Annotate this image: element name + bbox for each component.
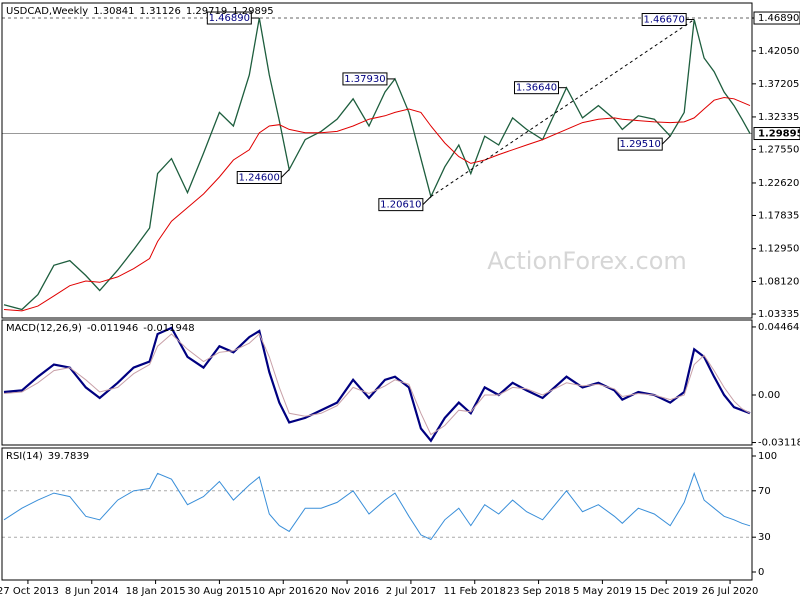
- x-tick-label: 20 Nov 2016: [315, 586, 379, 597]
- annotation-box: [236, 171, 282, 185]
- x-tick-label: 11 Feb 2018: [444, 586, 506, 597]
- high-box: [753, 11, 800, 25]
- panel-header: USDCAD,Weekly 1.30841 1.31126 1.29719 1.2989…: [6, 6, 274, 17]
- y-tick-label: 1.37205: [758, 79, 799, 90]
- panel-header: RSI(14) 39.7839: [6, 451, 89, 462]
- annotation-box: [342, 72, 388, 86]
- series-line: [3, 333, 751, 436]
- panel-title: RSI(14): [6, 451, 43, 462]
- last-price-box: [753, 127, 800, 141]
- x-tick-label: 8 Jun 2014: [65, 586, 119, 597]
- trend-line: [430, 19, 695, 198]
- panel-frame: [1, 319, 753, 446]
- x-tick-label: 5 May 2019: [573, 586, 632, 597]
- annotation-leader: [280, 169, 290, 178]
- panel-title: USDCAD,Weekly: [6, 6, 88, 17]
- annotation-leader: [661, 135, 671, 145]
- series-line: [3, 17, 751, 311]
- x-tick-label: 10 Apr 2016: [252, 586, 314, 597]
- y-tick-label: 100: [758, 451, 777, 462]
- y-tick-label: 0: [758, 567, 764, 578]
- y-tick-label: 70: [758, 486, 771, 497]
- annotation-label: 1.37930: [344, 74, 385, 85]
- watermark: ActionForex.com: [487, 247, 687, 275]
- annotation-box: [513, 81, 559, 95]
- annotation-box: [641, 13, 687, 27]
- x-tick-label: 15 Dec 2019: [634, 586, 698, 597]
- annotation-label: 1.24600: [239, 173, 280, 184]
- last-price-label: 1.29895: [758, 129, 800, 140]
- y-tick-label: 1.27550: [758, 144, 799, 155]
- header-value: 1.29719: [186, 6, 227, 17]
- y-tick-label: -0.031183: [758, 438, 800, 449]
- series-line: [3, 471, 751, 541]
- annotation-box: [378, 198, 424, 212]
- y-tick-label: 1.46890: [758, 13, 799, 24]
- annotation-label: 1.46890: [209, 13, 250, 24]
- y-tick-label: 30: [758, 532, 771, 543]
- annotation-label: 1.46670: [643, 15, 684, 26]
- header-value: -0.011946: [87, 323, 138, 334]
- header-value: 1.31126: [140, 6, 181, 17]
- x-tick-label: 30 Aug 2015: [187, 586, 251, 597]
- panel-frame: [1, 447, 753, 581]
- y-tick-label: 1.32335: [758, 112, 799, 123]
- header-value: 39.7839: [48, 451, 89, 462]
- panel-header: MACD(12,26,9) -0.011946 -0.011948: [6, 323, 195, 334]
- panel-title: MACD(12,26,9): [6, 323, 82, 334]
- y-tick-label: 1.12950: [758, 244, 799, 255]
- y-tick-label: 1.08120: [758, 277, 799, 288]
- annotation-label: 1.36640: [516, 83, 557, 94]
- annotation-box: [206, 11, 252, 25]
- y-tick-label: 1.03335: [758, 309, 799, 320]
- x-tick-label: 23 Sep 2018: [507, 586, 570, 597]
- y-tick-label: 0.044642: [758, 322, 800, 333]
- y-tick-label: 1.17835: [758, 210, 799, 221]
- header-value: 1.29895: [232, 6, 273, 17]
- x-tick-label: 18 Jan 2015: [126, 586, 186, 597]
- header-value: 1.30841: [93, 6, 134, 17]
- x-tick-label: 27 Oct 2013: [0, 586, 59, 597]
- annotation-label: 1.29510: [620, 139, 661, 150]
- x-tick-label: 2 Jul 2017: [386, 586, 436, 597]
- y-tick-label: 1.22620: [758, 178, 799, 189]
- annotation-label: 1.20610: [380, 200, 421, 211]
- annotation-leader: [422, 196, 432, 205]
- panel-frame: [1, 2, 753, 319]
- x-tick-label: 26 Jul 2020: [702, 586, 759, 597]
- annotation-box: [617, 137, 663, 151]
- series-line: [3, 96, 751, 312]
- y-tick-label: 1.42050: [758, 46, 799, 57]
- header-value: -0.011948: [143, 323, 194, 334]
- y-tick-label: 0.00: [758, 390, 780, 401]
